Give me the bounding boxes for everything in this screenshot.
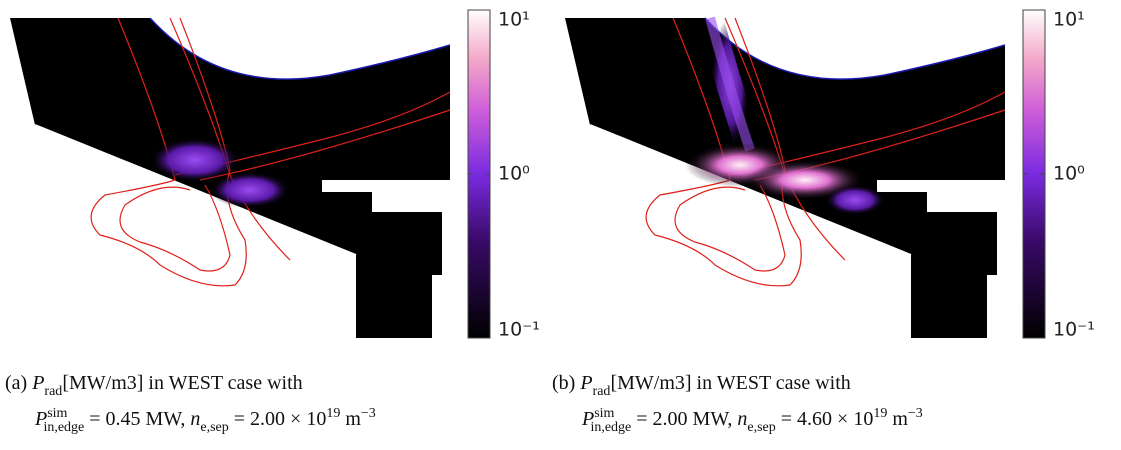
tick-label: 10¹ <box>498 9 530 31</box>
caption-symbol: P <box>580 372 593 394</box>
colorbar: 10⁻¹ 10⁰ 10¹ <box>1022 9 1095 341</box>
tick-label: 10¹ <box>1053 9 1085 31</box>
caption-sup: 19 <box>873 406 888 421</box>
caption-a: (a) Prad[MW/m3] in WEST case with Psimin… <box>5 372 376 439</box>
caption-text: = 0.45 MW, <box>84 408 191 430</box>
caption-sub: in,edge <box>43 420 85 435</box>
caption-label: (b) <box>552 372 576 394</box>
caption-sup: sim <box>47 406 68 421</box>
caption-text: m <box>340 408 361 430</box>
caption-sup: 19 <box>326 406 341 421</box>
caption-text: = 2.00 × 10 <box>228 408 327 430</box>
tick-label: 10⁻¹ <box>1053 319 1095 341</box>
caption-text: m <box>887 408 908 430</box>
tick-label: 10⁰ <box>498 163 530 185</box>
caption-symbol: P <box>582 408 595 430</box>
caption-sub: e,sep <box>200 420 229 435</box>
caption-text: = 4.60 × 10 <box>775 408 874 430</box>
caption-symbol: P <box>35 408 48 430</box>
panel-a-plot <box>9 17 451 339</box>
panel-b-plot <box>564 14 1006 339</box>
colorbar: 10⁻¹ 10⁰ 10¹ <box>467 9 540 341</box>
caption-symbol: P <box>32 372 45 394</box>
caption-label: (a) <box>5 372 28 394</box>
caption-b: (b) Prad[MW/m3] in WEST case with Psimin… <box>552 372 923 439</box>
caption-sub: in,edge <box>590 420 632 435</box>
caption-text: [MW/m3] in WEST case with <box>62 372 303 394</box>
caption-symbol: n <box>190 408 201 430</box>
caption-symbol: n <box>737 408 748 430</box>
caption-sub: rad <box>44 384 63 399</box>
tick-label: 10⁰ <box>1053 163 1085 185</box>
caption-sup: sim <box>594 406 615 421</box>
caption-sup: −3 <box>907 406 923 421</box>
caption-sub: rad <box>592 384 611 399</box>
caption-sub: e,sep <box>747 420 776 435</box>
caption-text: [MW/m3] in WEST case with <box>610 372 851 394</box>
plots: 10⁻¹ 10⁰ 10¹ 10⁻¹ 10⁰ 10¹ <box>9 9 1095 341</box>
caption-sup: −3 <box>360 406 376 421</box>
tick-label: 10⁻¹ <box>498 319 540 341</box>
caption-text: = 2.00 MW, <box>631 408 738 430</box>
